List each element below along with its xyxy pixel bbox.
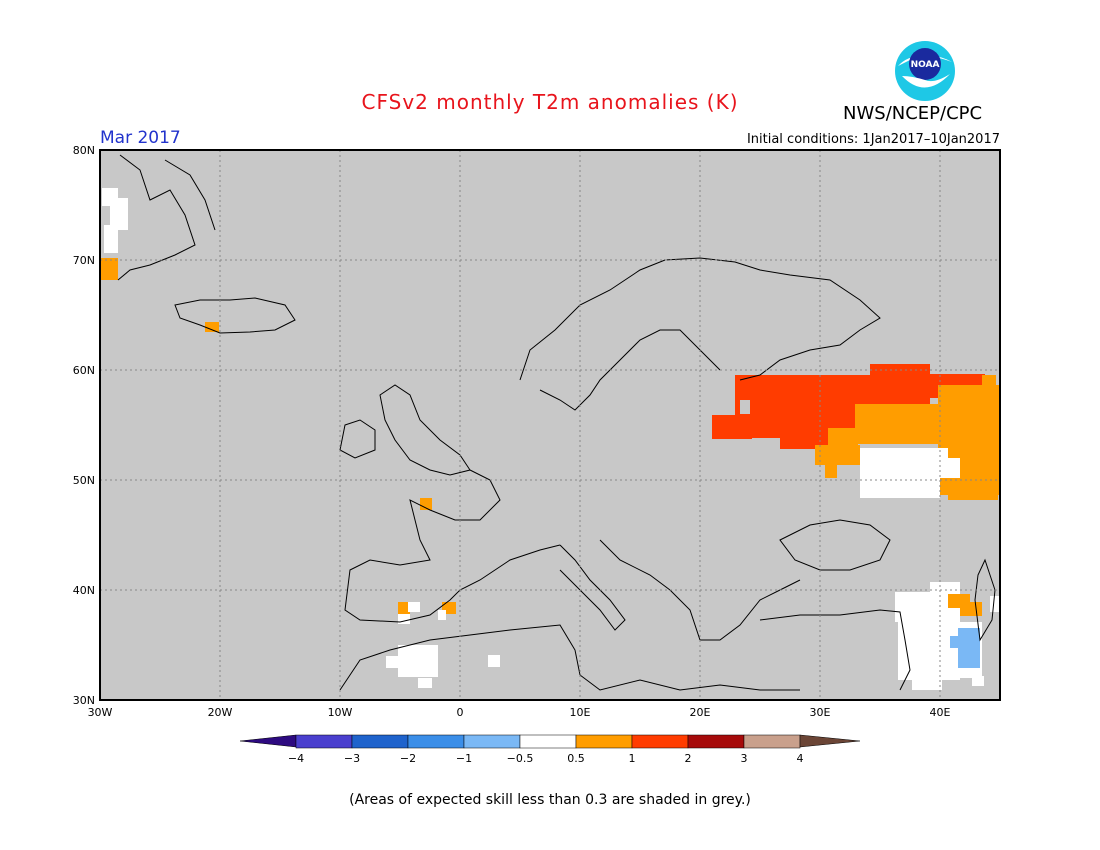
colorbar-label: −0.5 <box>507 752 534 765</box>
colorbar-label: −1 <box>456 752 472 765</box>
lon-label: 40E <box>930 706 951 719</box>
anomaly-layer <box>100 188 1000 690</box>
lat-label: 60N <box>73 364 95 377</box>
map-frame <box>99 149 1001 701</box>
lat-label: 30N <box>73 694 95 707</box>
lat-label: 40N <box>73 584 95 597</box>
lon-label: 30E <box>810 706 831 719</box>
colorbar-arrow-right <box>799 734 861 748</box>
colorbar-cell <box>687 734 745 749</box>
colorbar-label: −4 <box>288 752 304 765</box>
lon-label: 10E <box>570 706 591 719</box>
colorbar-cell <box>463 734 521 749</box>
colorbar-label: 1 <box>629 752 636 765</box>
footnote: (Areas of expected skill less than 0.3 a… <box>349 792 751 808</box>
colorbar-cell <box>351 734 409 749</box>
colorbar-label: 3 <box>741 752 748 765</box>
colorbar-cell <box>407 734 465 749</box>
colorbar-label: −2 <box>400 752 416 765</box>
colorbar-cell <box>575 734 633 749</box>
colorbar-cell <box>519 734 577 749</box>
chart-title: CFSv2 monthly T2m anomalies (K) <box>361 90 739 114</box>
colorbar-cell <box>631 734 689 749</box>
initial-conditions: Initial conditions: 1Jan2017–10Jan2017 <box>746 132 1000 147</box>
forecast-month: Mar 2017 <box>100 128 181 148</box>
lon-label: 10W <box>328 706 353 719</box>
colorbar: −4 −3 −2 −1 −0.5 0.5 1 2 3 4 <box>239 734 861 765</box>
colorbar-label: 2 <box>685 752 692 765</box>
svg-text:NOAA: NOAA <box>911 60 940 70</box>
lat-label: 50N <box>73 474 95 487</box>
lon-labels: 30W 20W 10W 0 10E 20E 30E 40E <box>88 706 951 719</box>
colorbar-label: 0.5 <box>567 752 585 765</box>
colorbar-label: −3 <box>344 752 360 765</box>
colorbar-arrow-left <box>239 734 297 748</box>
lat-labels: 80N 70N 60N 50N 40N 30N <box>73 144 95 707</box>
lat-label: 70N <box>73 254 95 267</box>
lat-label: 80N <box>73 144 95 157</box>
colorbar-cell <box>295 734 353 749</box>
lon-label: 30W <box>88 706 113 719</box>
colorbar-cell <box>743 734 801 749</box>
agency-label: NWS/NCEP/CPC <box>843 103 983 124</box>
lon-label: 0 <box>457 706 464 719</box>
gridlines <box>100 150 1000 700</box>
colorbar-label: 4 <box>797 752 804 765</box>
lon-label: 20E <box>690 706 711 719</box>
noaa-logo-icon: NOAA <box>895 41 955 101</box>
lon-label: 20W <box>208 706 233 719</box>
